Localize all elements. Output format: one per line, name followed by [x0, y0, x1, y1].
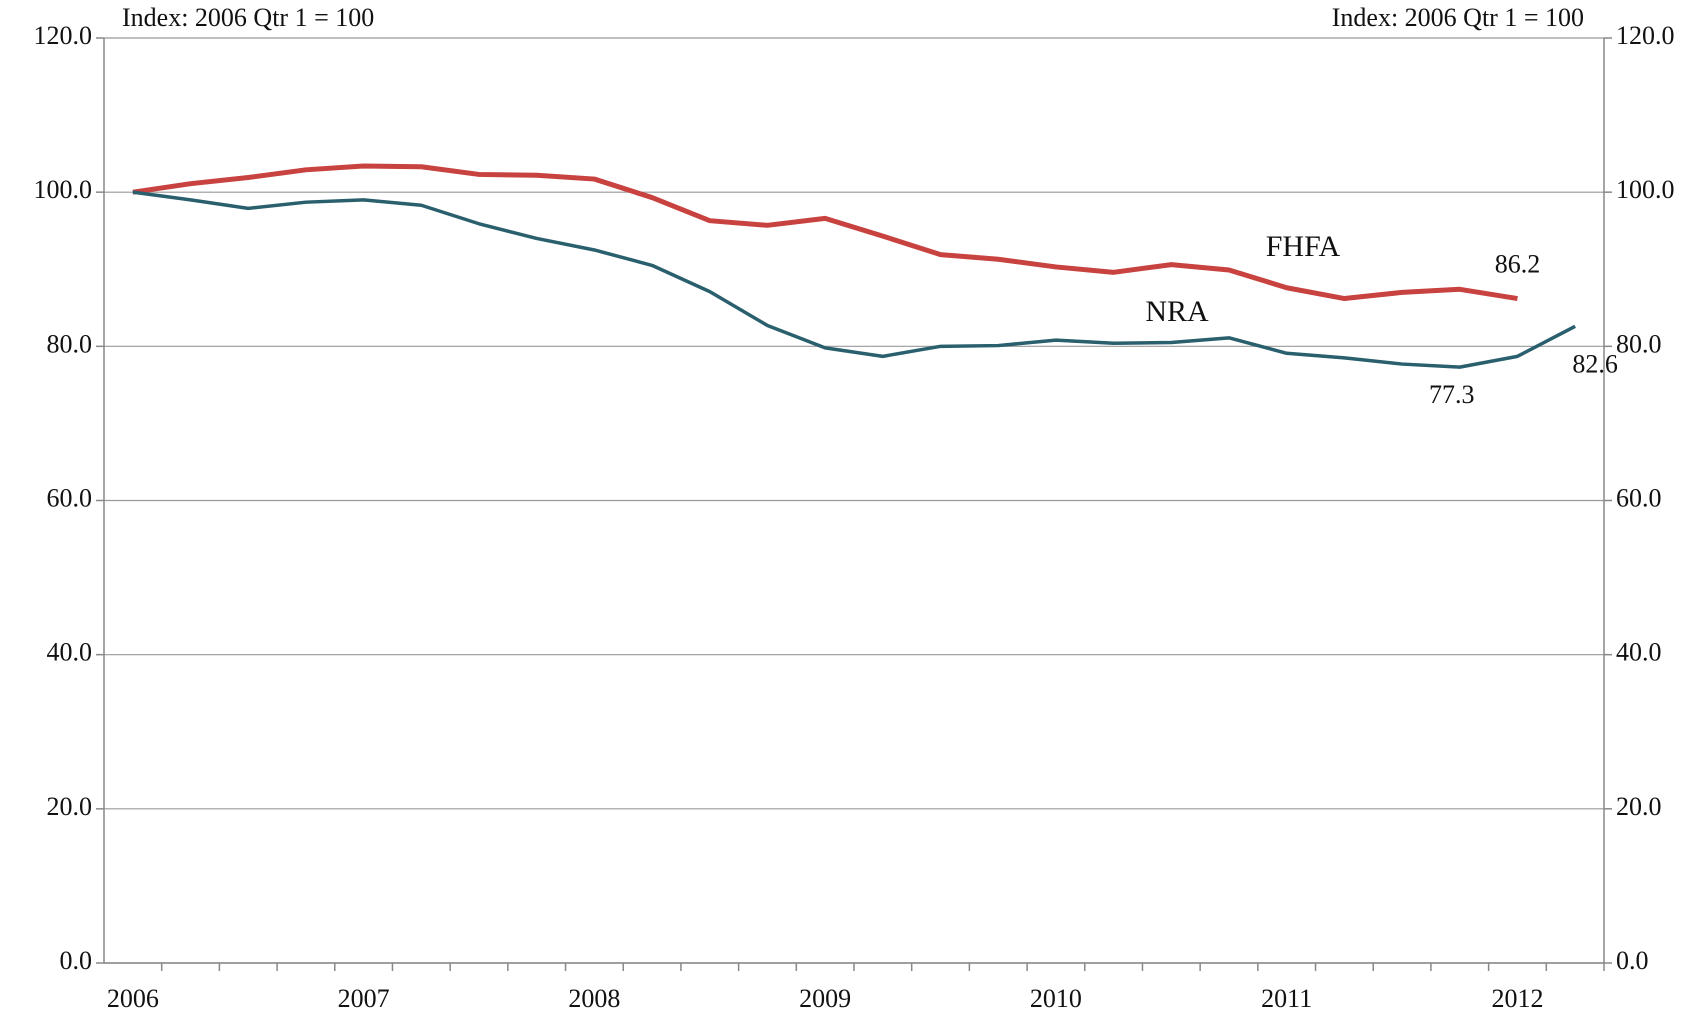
y2-tick-label: 120.0	[1616, 21, 1675, 50]
y-tick-label: 100.0	[34, 175, 93, 204]
series-label: FHFA	[1266, 230, 1341, 263]
y2-axis-title: Index: 2006 Qtr 1 = 100	[1332, 3, 1584, 32]
y-tick-label: 60.0	[47, 483, 93, 512]
value-label: 82.6	[1572, 349, 1618, 378]
y2-tick-label: 40.0	[1616, 638, 1662, 667]
y2-tick-label: 100.0	[1616, 175, 1675, 204]
y-tick-label: 0.0	[60, 946, 93, 975]
y2-tick-label: 20.0	[1616, 792, 1662, 821]
value-label: 86.2	[1495, 250, 1541, 279]
y2-tick-label: 80.0	[1616, 329, 1662, 358]
y-tick-label: 40.0	[47, 638, 93, 667]
y-tick-label: 20.0	[47, 792, 93, 821]
x-tick-label: 2006	[107, 984, 159, 1013]
y-axis-title: Index: 2006 Qtr 1 = 100	[122, 3, 374, 32]
x-tick-label: 2008	[568, 984, 620, 1013]
y2-tick-label: 60.0	[1616, 483, 1662, 512]
x-tick-label: 2009	[799, 984, 851, 1013]
x-tick-label: 2010	[1030, 984, 1082, 1013]
x-tick-label: 2007	[338, 984, 390, 1013]
y-tick-label: 80.0	[47, 329, 93, 358]
x-tick-label: 2011	[1261, 984, 1312, 1013]
y-tick-label: 120.0	[34, 21, 93, 50]
series-line	[132, 163, 1518, 302]
value-label: 77.3	[1429, 380, 1475, 409]
series-label: NRA	[1145, 295, 1209, 328]
x-tick-label: 2012	[1491, 984, 1543, 1013]
series-line	[132, 190, 1576, 369]
y2-tick-label: 0.0	[1616, 946, 1649, 975]
